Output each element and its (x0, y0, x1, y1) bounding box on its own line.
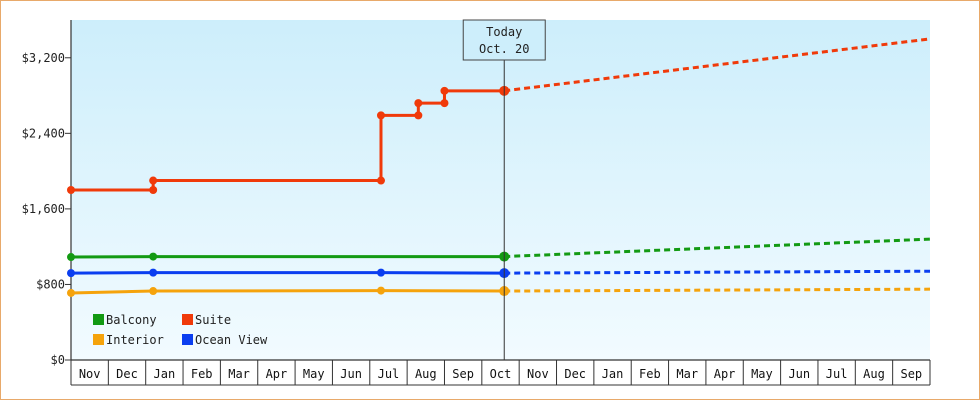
month-label: May (751, 367, 773, 381)
data-point (149, 268, 158, 277)
data-point (376, 111, 385, 120)
history-line (71, 89, 505, 192)
series-suite (67, 37, 931, 194)
forecast-line (504, 37, 931, 93)
today-box (462, 19, 546, 61)
series-ocean-view (67, 268, 931, 279)
month-label: Jun (788, 367, 810, 381)
today-marker: Today Oct. 20 (462, 19, 546, 360)
data-point (149, 252, 158, 261)
legend-swatch (182, 314, 193, 325)
month-label: Nov (79, 367, 101, 381)
month-label: Dec (564, 367, 586, 381)
month-label: Sep (452, 367, 474, 381)
legend-swatch (93, 334, 104, 345)
data-point (67, 253, 75, 262)
data-point (440, 86, 449, 95)
data-point (376, 268, 385, 277)
month-label: Aug (863, 367, 885, 381)
y-tick-label: $0 (51, 353, 65, 367)
month-label: Jul (378, 367, 400, 381)
month-label: Sep (900, 367, 922, 381)
legend: Balcony Interior Suite Ocean View (93, 313, 268, 347)
data-point (376, 286, 385, 295)
y-tick-label: $800 (36, 277, 65, 291)
data-point (67, 269, 75, 278)
y-axis: $0 $800 $1,600 $2,400 $3,200 (22, 20, 72, 367)
legend-item: Suite (182, 313, 231, 327)
data-point (67, 186, 75, 194)
today-date: Oct. 20 (479, 42, 530, 56)
month-label: Nov (527, 367, 549, 381)
month-label: Mar (228, 367, 250, 381)
data-point (414, 111, 423, 120)
data-point (149, 176, 158, 185)
data-point (67, 288, 75, 297)
data-point (376, 176, 385, 185)
legend-swatch (182, 334, 193, 345)
month-label: Dec (116, 367, 138, 381)
series-layer (67, 37, 931, 297)
month-label: Jul (826, 367, 848, 381)
month-label: Jan (602, 367, 624, 381)
month-label: May (303, 367, 325, 381)
legend-swatch (93, 314, 104, 325)
month-label: Jun (340, 367, 362, 381)
month-label: Apr (266, 367, 288, 381)
y-tick-label: $3,200 (22, 51, 65, 65)
legend-label: Balcony (106, 313, 157, 327)
today-label: Today (486, 25, 522, 39)
data-point (414, 99, 423, 108)
month-label: Feb (191, 367, 213, 381)
x-axis: Nov Dec Jan Feb Mar Apr May Jun Jul Aug Sep Oct Nov D… (70, 359, 931, 386)
data-point (440, 99, 449, 108)
y-tick-label: $1,600 (22, 202, 65, 216)
month-label: Feb (639, 367, 661, 381)
legend-label: Interior (106, 333, 164, 347)
legend-item: Ocean View (182, 333, 268, 347)
data-point (149, 186, 158, 194)
month-label: Oct (490, 367, 512, 381)
legend-label: Suite (195, 313, 231, 327)
month-label: Apr (714, 367, 736, 381)
month-label: Aug (415, 367, 437, 381)
plot-area (71, 20, 930, 360)
month-label: Jan (154, 367, 176, 381)
series-balcony (67, 237, 931, 262)
month-label: Mar (676, 367, 698, 381)
legend-item: Balcony (93, 313, 157, 327)
forecast-line (504, 287, 931, 293)
forecast-line (504, 269, 931, 275)
legend-label: Ocean View (195, 333, 268, 347)
legend-item: Interior (93, 333, 164, 347)
history-line (70, 289, 505, 295)
data-point (149, 287, 158, 296)
y-tick-label: $2,400 (22, 126, 65, 140)
forecast-line (504, 237, 931, 259)
